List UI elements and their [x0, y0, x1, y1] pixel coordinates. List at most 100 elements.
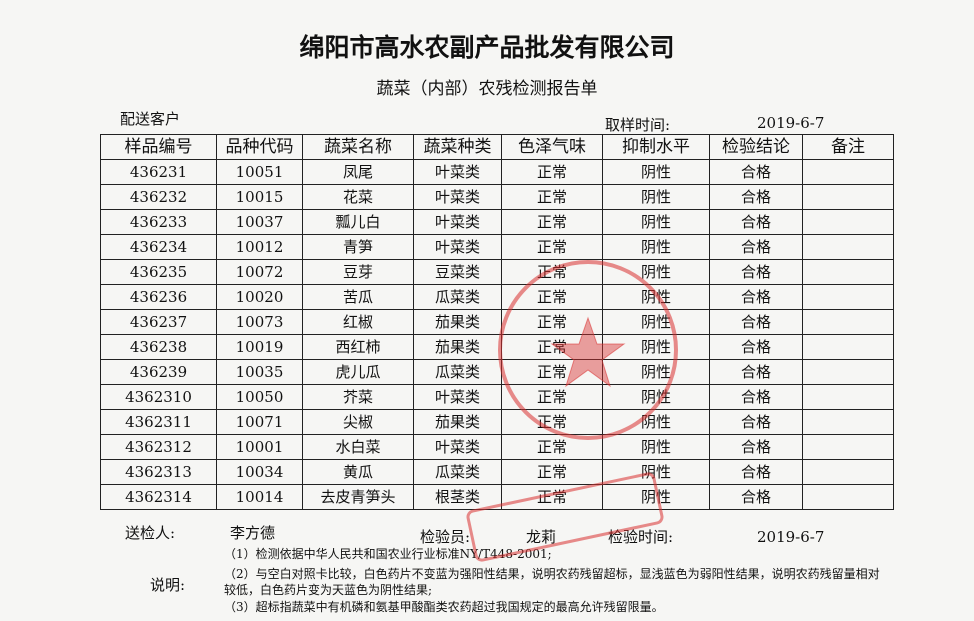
cell: 阴性 [602, 209, 710, 235]
row: 4362311 10071 尖椒 茄果类 正常 阴性 合格 [100, 409, 894, 435]
row: 436234 10012 青笋 叶菜类 正常 阴性 合格 [100, 234, 894, 260]
cell: 瓢儿白 [302, 209, 414, 235]
cell: 正常 [501, 234, 603, 260]
row: 436231 10051 凤尾 叶菜类 正常 阴性 合格 [100, 159, 894, 185]
cell: 436232 [100, 184, 217, 210]
cell: 正常 [501, 284, 603, 310]
row: 4362310 10050 芥菜 叶菜类 正常 阴性 合格 [100, 384, 894, 410]
cell: 10001 [216, 434, 303, 460]
cell [802, 484, 894, 510]
cell: 正常 [501, 459, 603, 485]
sampling-label: 取样时间: [605, 116, 671, 134]
header-cell: 检验结论 [709, 134, 803, 160]
cell: 阴性 [602, 334, 710, 360]
cell: 合格 [709, 459, 803, 485]
cell: 4362314 [100, 484, 217, 510]
cell: 10012 [216, 234, 303, 260]
cell: 阴性 [602, 409, 710, 435]
row: 436233 10037 瓢儿白 叶菜类 正常 阴性 合格 [100, 209, 894, 235]
cell: 水白菜 [302, 434, 414, 460]
cell: 芥菜 [302, 384, 414, 410]
cell: 叶菜类 [413, 209, 502, 235]
cell: 阴性 [602, 184, 710, 210]
report-table: 样品编号 品种代码 蔬菜名称 蔬菜种类 色泽气味 抑制水平 检验结论 备注 436231 1005… [100, 134, 894, 510]
cell: 叶菜类 [413, 234, 502, 260]
cell: 4362310 [100, 384, 217, 410]
cell: 茄果类 [413, 309, 502, 335]
cell: 436237 [100, 309, 217, 335]
cell: 436231 [100, 159, 217, 185]
cell: 叶菜类 [413, 159, 502, 185]
cell: 青笋 [302, 234, 414, 260]
row: 4362313 10034 黄瓜 瓜菜类 正常 阴性 合格 [100, 459, 894, 485]
cell: 阴性 [602, 284, 710, 310]
cell: 合格 [709, 234, 803, 260]
cell: 436238 [100, 334, 217, 360]
cell: 阴性 [602, 309, 710, 335]
cell [802, 259, 894, 285]
cell: 虎儿瓜 [302, 359, 414, 385]
cell: 10051 [216, 159, 303, 185]
cell: 正常 [501, 159, 603, 185]
cell: 阴性 [602, 384, 710, 410]
cell: 436235 [100, 259, 217, 285]
cell: 阴性 [602, 434, 710, 460]
cell: 瓜菜类 [413, 284, 502, 310]
cell [802, 184, 894, 210]
cell: 去皮青笋头 [302, 484, 414, 510]
cell: 根茎类 [413, 484, 502, 510]
cell [802, 309, 894, 335]
note: （3）超标指蔬菜中有机磷和氨基甲酸酯类农药超过我国规定的最高允许残留限量。 [224, 600, 664, 614]
cell: 苦瓜 [302, 284, 414, 310]
row: 4362312 10001 水白菜 叶菜类 正常 阴性 合格 [100, 434, 894, 460]
cell: 合格 [709, 359, 803, 385]
cell: 茄果类 [413, 409, 502, 435]
cell: 正常 [501, 309, 603, 335]
row: 436232 10015 花菜 叶菜类 正常 阴性 合格 [100, 184, 894, 210]
cell: 436239 [100, 359, 217, 385]
cell [802, 334, 894, 360]
cell: 合格 [709, 434, 803, 460]
cell: 合格 [709, 184, 803, 210]
cell: 436234 [100, 234, 217, 260]
cell: 花菜 [302, 184, 414, 210]
cell: 正常 [501, 259, 603, 285]
cell: 正常 [501, 384, 603, 410]
cell: 豆菜类 [413, 259, 502, 285]
cell: 尖椒 [302, 409, 414, 435]
cell: 4362311 [100, 409, 217, 435]
cell: 红椒 [302, 309, 414, 335]
title: 绵阳市高水农副产品批发有限公司 [299, 33, 675, 62]
cell: 10034 [216, 459, 303, 485]
cell: 436233 [100, 209, 217, 235]
inspect-date: 2019-6-7 [757, 528, 825, 546]
cell [802, 234, 894, 260]
cell: 叶菜类 [413, 184, 502, 210]
cell: 4362313 [100, 459, 217, 485]
cell: 阴性 [602, 159, 710, 185]
cell: 合格 [709, 259, 803, 285]
cell [802, 384, 894, 410]
cell: 阴性 [602, 259, 710, 285]
cell: 正常 [501, 209, 603, 235]
header-cell: 样品编号 [100, 134, 217, 160]
inspect-time-label: 检验时间: [608, 528, 674, 546]
sampling-date: 2019-6-7 [757, 114, 825, 132]
subtitle: 蔬菜（内部）农残检测报告单 [376, 79, 598, 99]
submitter-label: 送检人: [125, 524, 176, 542]
row: 436238 10019 西红柿 茄果类 正常 阴性 合格 [100, 334, 894, 360]
header-row: 样品编号 品种代码 蔬菜名称 蔬菜种类 色泽气味 抑制水平 检验结论 备注 [100, 134, 894, 160]
cell: 10019 [216, 334, 303, 360]
cell [802, 434, 894, 460]
cell: 黄瓜 [302, 459, 414, 485]
cell: 叶菜类 [413, 434, 502, 460]
cell: 合格 [709, 309, 803, 335]
note: （2）与空白对照卡比较，白色药片不变蓝为强阳性结果，说明农药残留超标，显浅蓝色为… [224, 567, 880, 597]
cell: 阴性 [602, 484, 710, 510]
inspector: 龙莉 [526, 528, 557, 546]
cell: 凤尾 [302, 159, 414, 185]
cell: 10050 [216, 384, 303, 410]
cell: 西红柿 [302, 334, 414, 360]
cell: 合格 [709, 334, 803, 360]
